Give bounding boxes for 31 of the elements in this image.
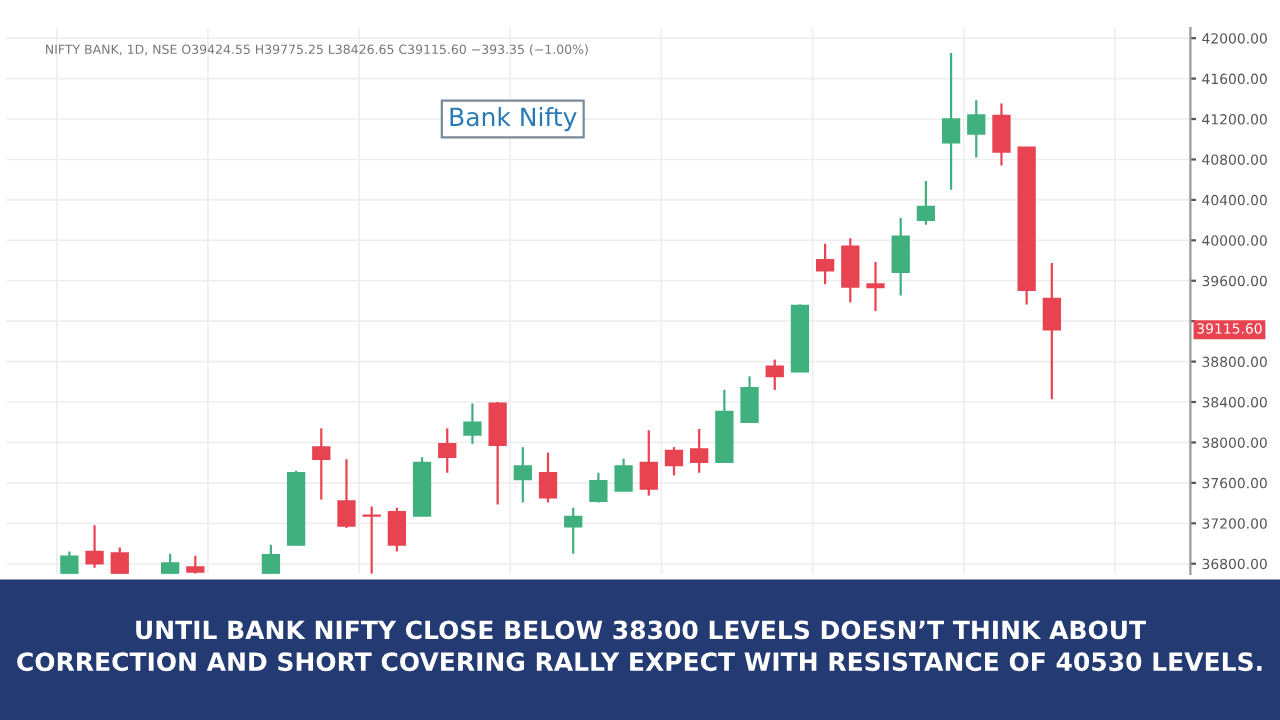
candlestick xyxy=(438,427,457,474)
text: UNTIL BANK NIFTY CLOSE BELOW 38300 LEVELS DOESN’T THINK ABOUT CORRECTION AND SHORT COVERING RALLY EXPECT WITH RESISTANCE OF 40530 LEVELS. xyxy=(17,620,1262,672)
candlestick xyxy=(866,260,885,313)
candlestick xyxy=(765,358,784,392)
annotation: Bank Nifty xyxy=(450,106,577,132)
candlestick xyxy=(690,427,709,474)
candlestick xyxy=(564,506,583,555)
candlestick xyxy=(387,506,407,553)
candlestick xyxy=(85,524,104,569)
candlestick xyxy=(614,457,633,493)
candlestick xyxy=(589,471,608,504)
candlestick xyxy=(513,445,532,504)
candlestick xyxy=(941,51,961,191)
candlestick xyxy=(1042,261,1061,401)
candlestick xyxy=(740,375,759,424)
candlestick xyxy=(992,102,1011,167)
candlestick xyxy=(841,237,860,304)
candlestick xyxy=(967,99,986,159)
candlestick xyxy=(538,451,558,504)
candlestick xyxy=(488,400,507,506)
candlestick xyxy=(312,427,331,501)
candlestick xyxy=(815,242,835,286)
candlestick xyxy=(916,179,936,226)
candlestick xyxy=(639,429,658,497)
candlestick xyxy=(261,543,281,574)
candlestick xyxy=(463,402,482,445)
candlestick xyxy=(891,216,910,297)
candlestick xyxy=(110,546,129,574)
candlestick xyxy=(362,505,381,574)
candlestick xyxy=(664,445,684,477)
candlestick xyxy=(337,458,356,530)
